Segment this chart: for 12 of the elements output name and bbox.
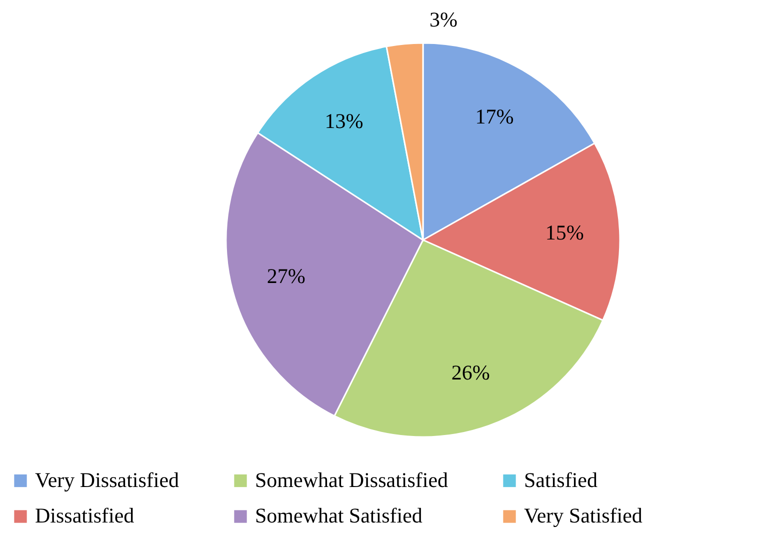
legend-label: Somewhat Dissatisfied xyxy=(255,468,449,492)
data-label: 26% xyxy=(451,360,490,385)
legend-label: Very Satisfied xyxy=(524,504,643,528)
data-label: 13% xyxy=(324,109,364,134)
legend-label: Dissatisfied xyxy=(35,504,135,528)
data-label: 3% xyxy=(430,7,458,32)
legend-label: Satisfied xyxy=(524,468,598,492)
legend-label: Somewhat Satisfied xyxy=(255,504,423,528)
legend-label: Very Dissatisfied xyxy=(35,468,180,492)
data-label: 17% xyxy=(475,104,514,129)
data-label: 15% xyxy=(545,220,584,244)
data-label: 27% xyxy=(266,264,306,288)
